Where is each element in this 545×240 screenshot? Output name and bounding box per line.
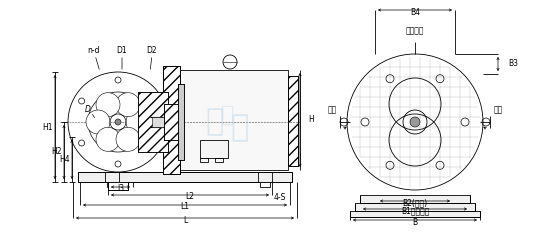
Text: B3: B3 [508, 60, 518, 68]
Bar [152, 117, 172, 127]
Text: n-d: n-d [87, 46, 99, 55]
Text: B4: B4 [410, 8, 420, 17]
Bar [163, 66, 180, 174]
Text: D: D [85, 106, 91, 114]
Text: L: L [183, 216, 187, 225]
Bar [215, 158, 223, 162]
Bar [360, 195, 470, 203]
Bar [164, 104, 180, 140]
Text: 4-S: 4-S [274, 193, 286, 203]
Text: L1: L1 [180, 202, 190, 211]
Text: D2: D2 [147, 46, 158, 55]
Text: B: B [413, 218, 417, 227]
Bar [288, 76, 298, 166]
Circle shape [116, 93, 140, 117]
Bar [288, 76, 298, 166]
Bar [163, 66, 180, 174]
Text: H1: H1 [43, 122, 53, 132]
Text: H2: H2 [51, 148, 62, 156]
Bar [138, 92, 168, 152]
Bar [107, 182, 117, 187]
Bar [138, 92, 168, 152]
Text: 法兰宽度: 法兰宽度 [405, 26, 424, 35]
Text: 业: 业 [221, 105, 235, 125]
Text: L2: L2 [185, 192, 195, 201]
Text: H4: H4 [59, 155, 70, 164]
Bar [350, 211, 480, 217]
Circle shape [410, 117, 420, 127]
Bar [164, 104, 180, 140]
Bar [178, 84, 184, 160]
Text: 出口: 出口 [328, 105, 337, 114]
Bar [355, 203, 475, 211]
Circle shape [116, 127, 140, 151]
Circle shape [96, 127, 120, 151]
Bar [178, 84, 184, 160]
Text: 福: 福 [206, 108, 224, 137]
Circle shape [86, 110, 110, 134]
Bar [78, 172, 292, 182]
Text: B2(泵端): B2(泵端) [402, 198, 428, 207]
Circle shape [96, 93, 120, 117]
Text: B1（泵端）: B1（泵端） [401, 206, 429, 215]
Text: l3: l3 [117, 184, 124, 193]
Bar [200, 140, 228, 158]
Text: H: H [308, 115, 314, 125]
Circle shape [115, 119, 121, 125]
Text: 泵: 泵 [231, 114, 249, 143]
Bar [180, 70, 288, 170]
Text: 进口: 进口 [493, 105, 502, 114]
Text: D1: D1 [117, 46, 128, 55]
Bar [108, 182, 128, 190]
Bar [260, 182, 270, 187]
Circle shape [126, 110, 150, 134]
Bar [200, 158, 208, 162]
